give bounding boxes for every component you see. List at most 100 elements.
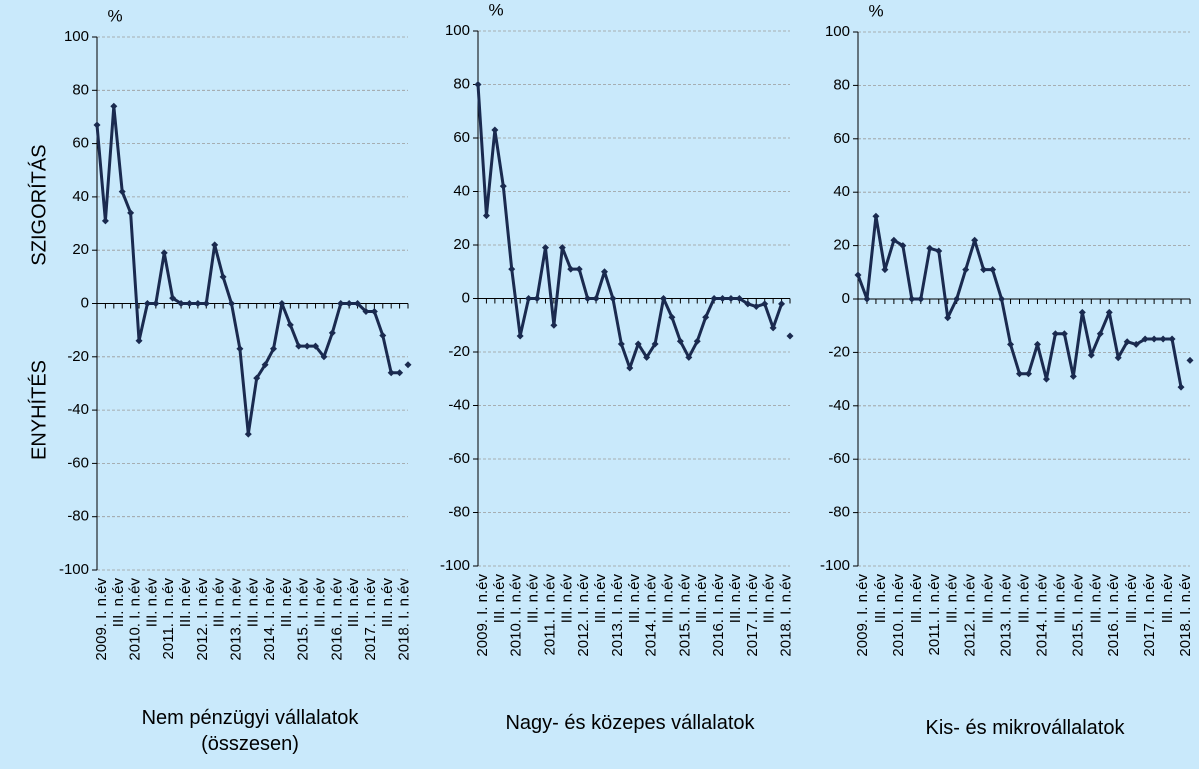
data-point xyxy=(533,295,541,302)
title-box: Nagy- és közepes vállalatok xyxy=(505,712,755,734)
y-tick-label: -60 xyxy=(828,450,850,467)
data-point xyxy=(194,300,202,307)
data-point xyxy=(1024,370,1032,378)
x-tick-label: III. n.év xyxy=(872,574,889,624)
data-point xyxy=(278,300,286,307)
x-tick-label: 2016. I. n.év xyxy=(1105,574,1122,657)
data-point xyxy=(863,295,871,303)
data-point xyxy=(1033,340,1041,348)
title-box: Nem pénzügyi vállalatok (összesen) xyxy=(142,707,359,755)
x-tick-label: 2014. I. n.év xyxy=(261,578,278,661)
data-point xyxy=(135,337,143,345)
data-point xyxy=(185,300,193,307)
y-axis-label: SZIGORÍTÁS xyxy=(27,144,50,265)
data-point xyxy=(710,295,718,302)
data-point xyxy=(769,324,777,332)
data-point xyxy=(270,345,278,353)
data-point xyxy=(152,300,160,307)
y-tick-label: 0 xyxy=(842,290,850,307)
data-point xyxy=(286,321,294,329)
x-tick-label: 2012. I. n.év xyxy=(194,578,211,661)
data-point xyxy=(558,244,566,252)
data-point xyxy=(345,300,353,307)
data-point xyxy=(312,342,320,350)
y-tick-label: -80 xyxy=(828,504,850,521)
x-tick-label: III. n.év xyxy=(379,578,396,628)
x-tick-label: III. n.év xyxy=(626,574,643,624)
x-tick-label: 2013. I. n.év xyxy=(998,574,1015,657)
data-point xyxy=(668,313,676,321)
data-point xyxy=(1016,370,1024,378)
data-point xyxy=(1159,335,1167,343)
data-point xyxy=(685,353,693,361)
data-point xyxy=(854,271,862,279)
data-point xyxy=(778,300,786,308)
y-tick-label: 40 xyxy=(833,183,850,200)
title-box: Kis- és mikrovállalatok xyxy=(926,717,1125,739)
data-point xyxy=(1105,308,1113,316)
x-tick-label: 2013. I. n.év xyxy=(227,578,244,661)
data-point xyxy=(379,331,387,339)
data-point xyxy=(525,295,533,302)
data-point xyxy=(253,374,261,382)
x-tick-label: III. n.év xyxy=(143,578,160,628)
data-point xyxy=(872,212,880,220)
x-tick-label: III. n.év xyxy=(491,574,508,624)
data-point xyxy=(702,313,710,321)
data-point xyxy=(1150,335,1158,343)
y-tick-label: -20 xyxy=(828,343,850,360)
y-tick-label: 80 xyxy=(453,75,470,92)
data-point xyxy=(567,265,575,273)
data-point xyxy=(634,340,642,348)
data-point xyxy=(944,314,952,322)
data-point xyxy=(935,247,943,255)
y-tick-label: 100 xyxy=(825,23,850,40)
y-tick-label: 40 xyxy=(72,188,89,205)
x-tick-label: 2012. I. n.év xyxy=(575,574,592,657)
data-point xyxy=(328,329,336,337)
data-point xyxy=(362,307,370,315)
x-tick-label: 2018. I. n.év xyxy=(778,574,795,657)
x-tick-label: III. n.év xyxy=(278,578,295,628)
data-point xyxy=(744,300,752,308)
series-line xyxy=(95,104,400,436)
x-tick-label: III. n.év xyxy=(1051,574,1068,624)
x-tick-label: 2018. I. n.év xyxy=(396,578,413,661)
x-tick-label: III. n.év xyxy=(177,578,194,628)
x-tick-label: III. n.év xyxy=(312,578,329,628)
x-tick-label: III. n.év xyxy=(980,574,997,624)
y-tick-label: 20 xyxy=(72,241,89,258)
y-tick-label: 0 xyxy=(81,294,89,311)
data-point xyxy=(899,242,907,250)
data-point xyxy=(989,266,997,274)
data-point xyxy=(1114,354,1122,362)
data-point xyxy=(1042,375,1050,383)
data-point xyxy=(1123,338,1131,346)
y-tick-label: 40 xyxy=(453,182,470,199)
data-point xyxy=(236,345,244,353)
y-tick-label: -40 xyxy=(828,397,850,414)
y-tick-label: -80 xyxy=(448,503,470,520)
x-tick-label: III. n.év xyxy=(727,574,744,624)
data-point xyxy=(541,244,549,252)
x-tick-label: III. n.év xyxy=(761,574,778,624)
data-point xyxy=(1069,372,1077,380)
x-tick-label: III. n.év xyxy=(525,574,542,624)
y-tick-label: 20 xyxy=(833,237,850,254)
x-tick-label: 2011. I. n.év xyxy=(160,578,177,660)
x-tick-label: 2010. I. n.év xyxy=(508,574,525,657)
x-tick-label: III. n.év xyxy=(659,574,676,624)
data-point xyxy=(143,300,151,307)
y-tick-label: 20 xyxy=(453,236,470,253)
y-tick-label: -60 xyxy=(67,454,89,471)
x-tick-label: III. n.év xyxy=(1087,574,1104,624)
data-point xyxy=(719,295,727,302)
data-point xyxy=(127,209,135,217)
y-tick-label: -20 xyxy=(67,348,89,365)
x-tick-label: III. n.év xyxy=(110,578,127,628)
y-tick-label: 80 xyxy=(833,76,850,93)
chart-title: Nagy- és közepes vállalatok xyxy=(505,712,755,734)
data-point xyxy=(1051,330,1059,338)
y-tick-label: -60 xyxy=(448,450,470,467)
